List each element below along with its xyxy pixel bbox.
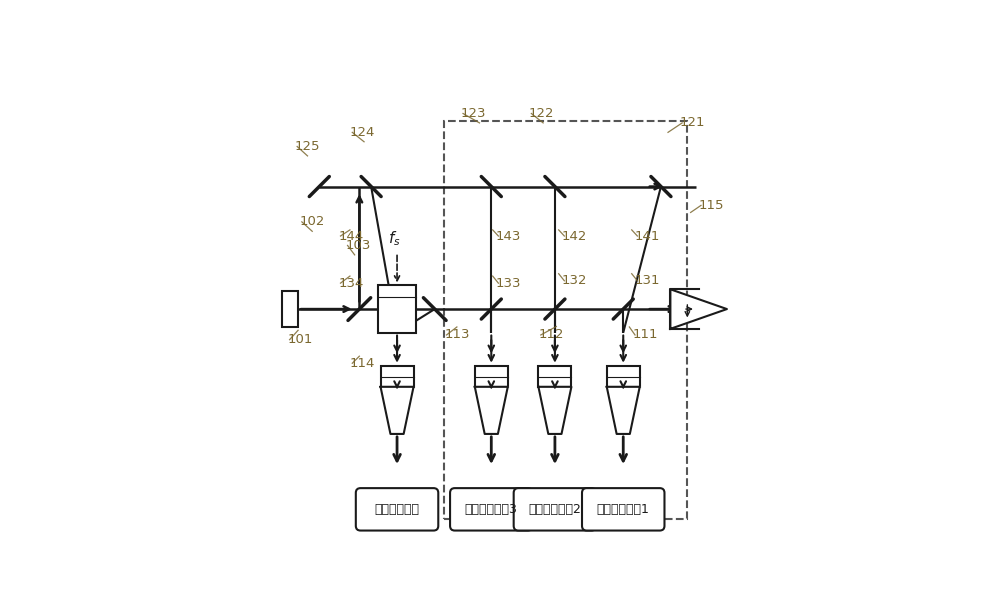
Text: 144: 144 — [338, 230, 363, 242]
Text: 测量信号输出2: 测量信号输出2 — [528, 503, 581, 516]
Text: 112: 112 — [538, 329, 564, 341]
Text: 113: 113 — [444, 329, 470, 341]
Bar — [538, 365, 571, 387]
Bar — [444, 121, 687, 519]
Text: 133: 133 — [496, 277, 522, 289]
Text: 131: 131 — [635, 274, 661, 287]
Bar — [475, 365, 508, 387]
Text: 134: 134 — [338, 277, 364, 289]
Text: 123: 123 — [461, 107, 486, 120]
Text: 122: 122 — [529, 107, 554, 120]
Text: 114: 114 — [350, 357, 375, 370]
FancyBboxPatch shape — [450, 488, 533, 531]
Polygon shape — [381, 387, 414, 434]
Text: 124: 124 — [350, 126, 375, 139]
Polygon shape — [670, 289, 727, 329]
Text: 132: 132 — [562, 274, 587, 287]
Bar — [282, 291, 298, 327]
Text: 111: 111 — [633, 329, 658, 341]
Text: 103: 103 — [345, 239, 371, 252]
Text: 测量信号输出1: 测量信号输出1 — [597, 503, 650, 516]
FancyBboxPatch shape — [356, 488, 438, 531]
Text: 125: 125 — [295, 140, 320, 153]
Text: 143: 143 — [496, 230, 521, 242]
Text: 测量信号输出3: 测量信号输出3 — [465, 503, 518, 516]
Text: 102: 102 — [299, 215, 325, 228]
Text: 参考信号输出: 参考信号输出 — [375, 503, 420, 516]
Polygon shape — [475, 387, 508, 434]
Bar — [381, 365, 414, 387]
Text: $f_s$: $f_s$ — [388, 229, 401, 248]
Bar — [378, 285, 416, 332]
Text: 142: 142 — [562, 230, 587, 242]
Bar — [607, 365, 640, 387]
Polygon shape — [607, 387, 640, 434]
FancyBboxPatch shape — [514, 488, 596, 531]
Text: 101: 101 — [287, 333, 313, 346]
Polygon shape — [538, 387, 571, 434]
Text: 121: 121 — [680, 116, 705, 129]
Text: 115: 115 — [699, 199, 724, 212]
FancyBboxPatch shape — [582, 488, 664, 531]
Text: 141: 141 — [635, 230, 660, 242]
